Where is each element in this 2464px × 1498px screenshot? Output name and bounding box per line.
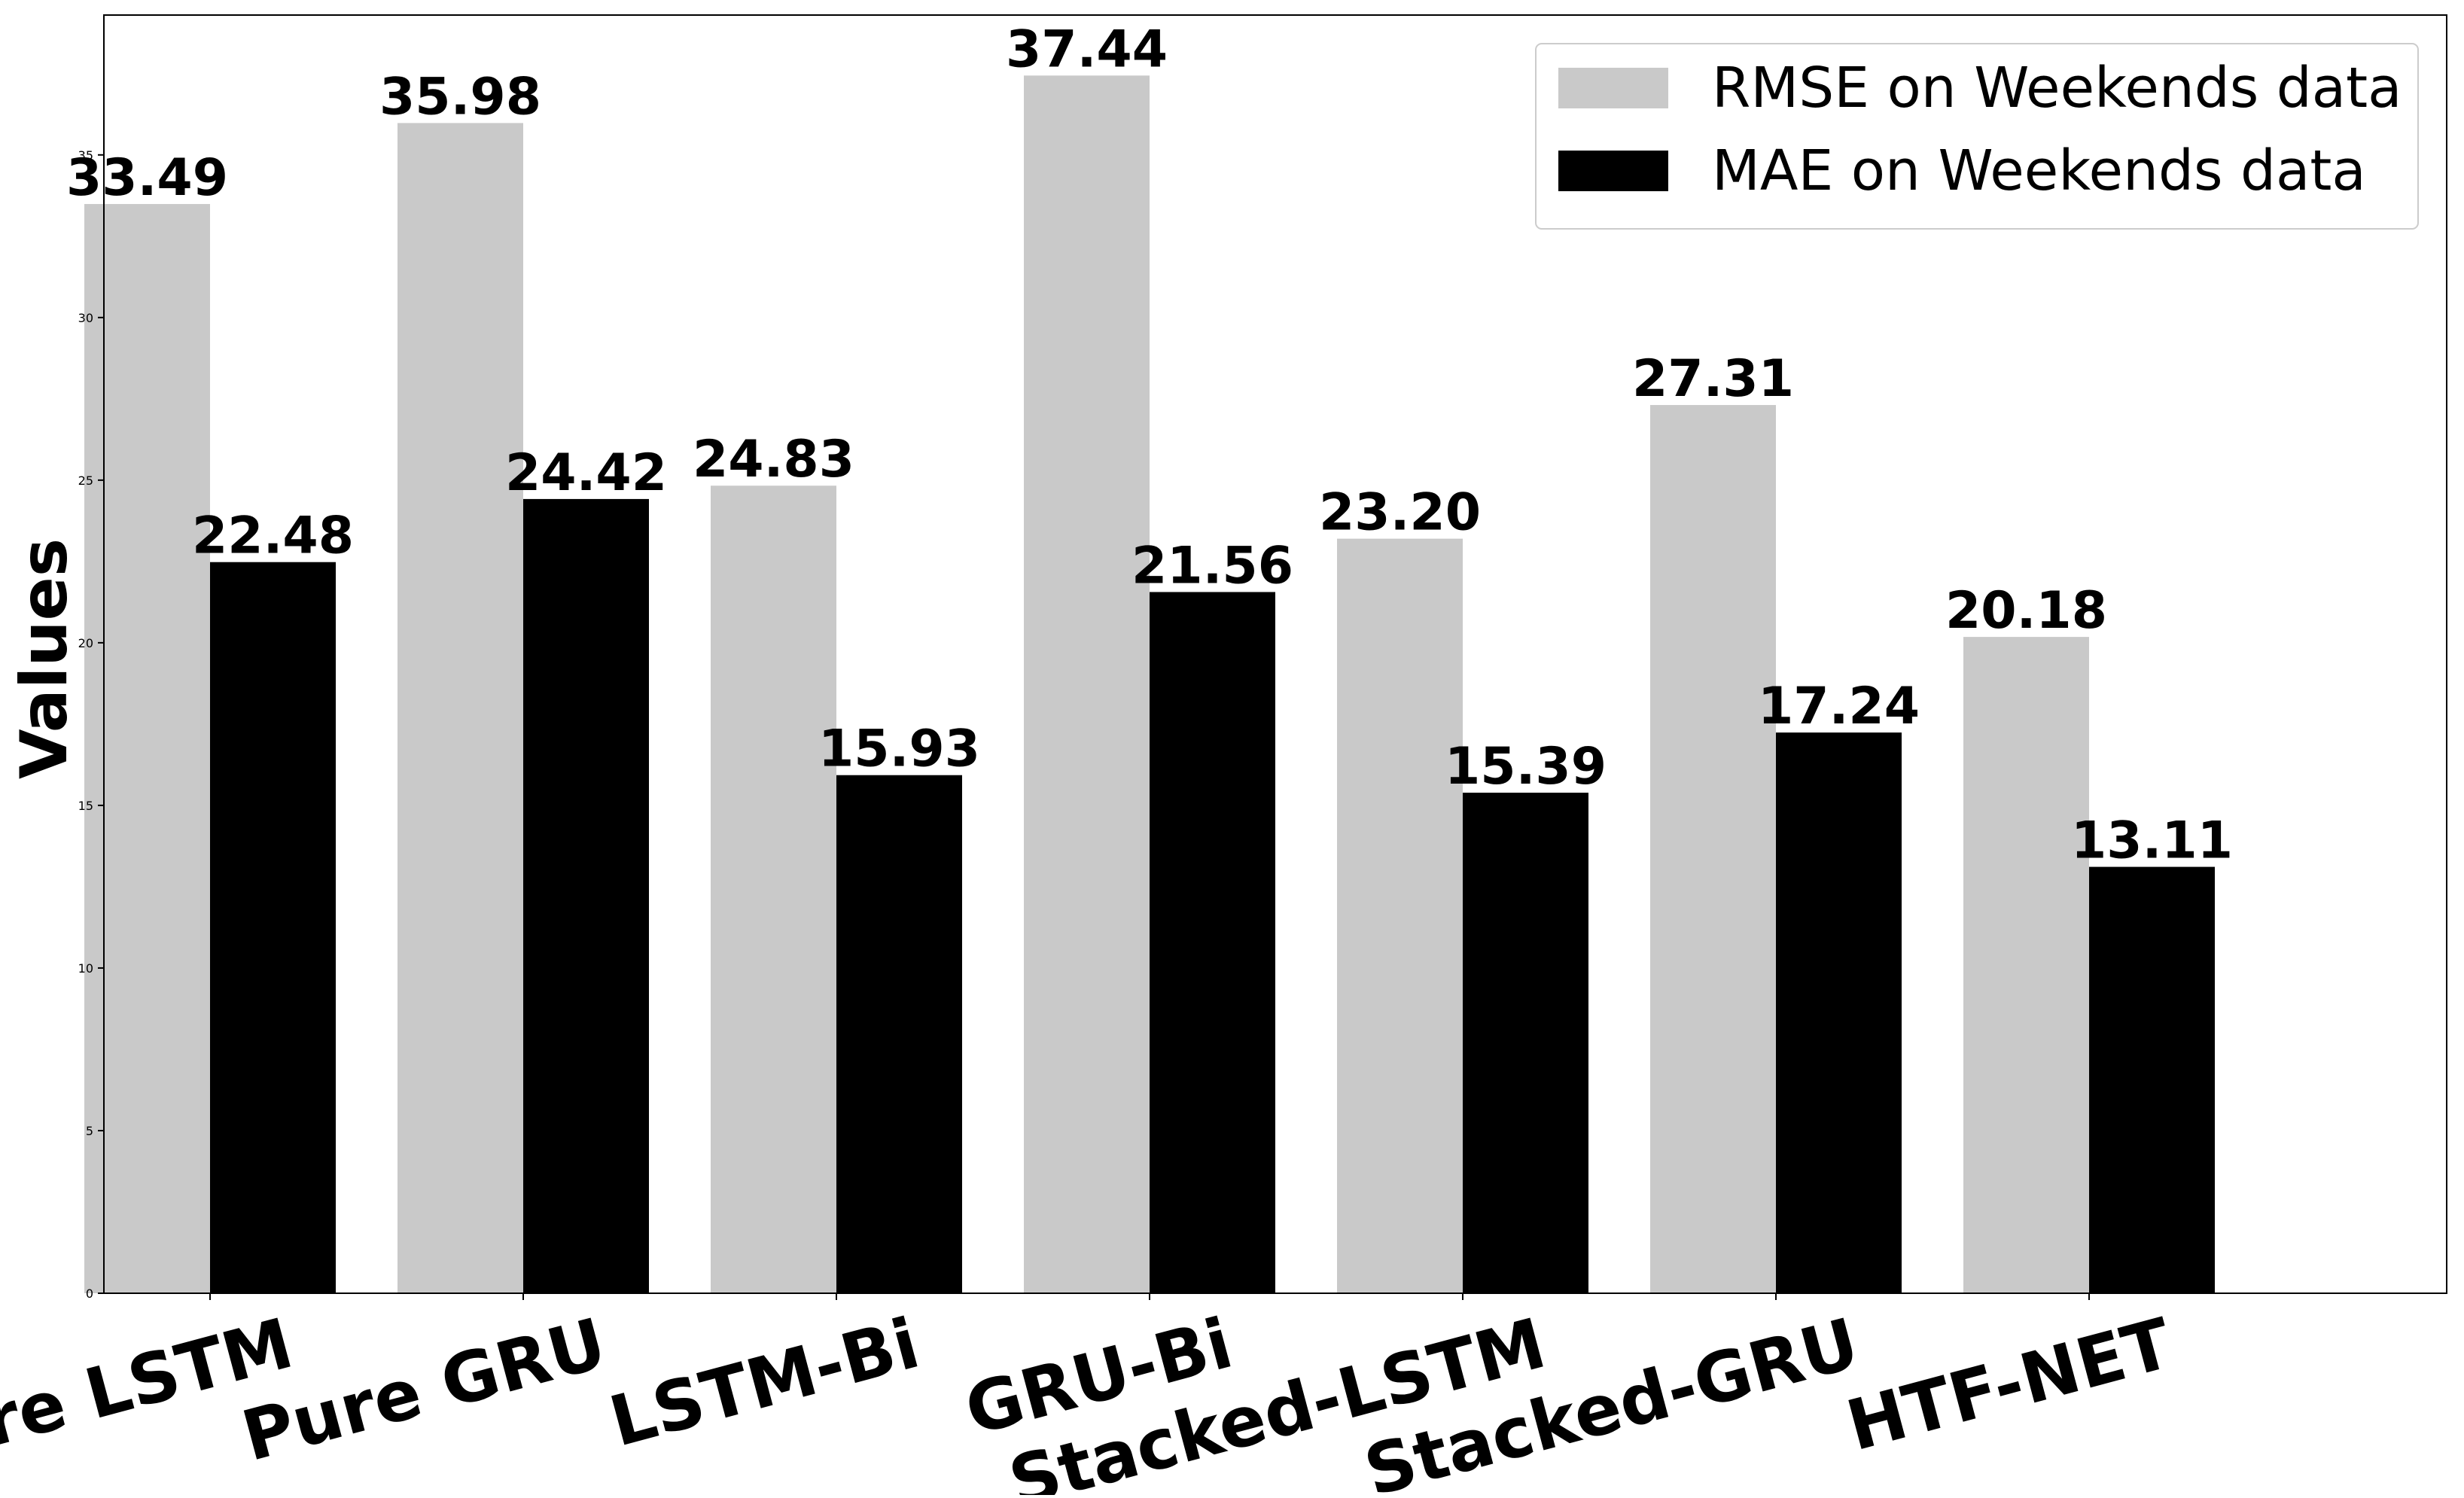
bar-value-label: 23.20: [1319, 483, 1481, 543]
bar-rmse-2: [711, 486, 836, 1293]
plot-frame: [103, 14, 2447, 1294]
bar-value-label: 24.83: [693, 430, 854, 489]
bar-mae-5: [1776, 732, 1902, 1293]
bar-value-label: 13.11: [2071, 811, 2233, 871]
bar-value-label: 17.24: [1758, 677, 1920, 736]
bar-value-label: 33.49: [66, 148, 228, 208]
y-tick-label: 15: [78, 799, 93, 813]
bar-mae-6: [2089, 866, 2215, 1293]
bar-rmse-0: [84, 204, 210, 1293]
bar-value-label: 37.44: [1006, 20, 1168, 79]
legend-label: RMSE on Weekends data: [1712, 56, 2402, 120]
y-tick-label: 20: [78, 636, 93, 650]
bar-mae-0: [210, 562, 336, 1293]
legend-label: MAE on Weekends data: [1712, 139, 2366, 203]
bar-mae-1: [523, 498, 649, 1293]
y-tick-label: 35: [78, 148, 93, 163]
legend-swatch: [1558, 68, 1668, 108]
bar-value-label: 20.18: [1945, 581, 2107, 641]
y-tick-label: 0: [86, 1286, 93, 1301]
legend-swatch: [1558, 151, 1668, 191]
y-tick-label: 25: [78, 473, 93, 488]
bar-rmse-5: [1650, 405, 1776, 1293]
bar-value-label: 35.98: [379, 67, 541, 126]
legend: RMSE on Weekends data MAE on Weekends dat…: [1535, 43, 2419, 230]
bar-rmse-3: [1024, 75, 1150, 1293]
bar-value-label: 15.39: [1445, 737, 1607, 796]
bar-mae-2: [836, 775, 962, 1293]
bar-rmse-4: [1337, 538, 1463, 1293]
bar-mae-4: [1463, 793, 1588, 1293]
y-axis-label: Values: [7, 538, 82, 779]
legend-box: [1535, 43, 2419, 230]
bar-rmse-1: [397, 123, 523, 1293]
y-tick-label: 10: [78, 961, 93, 976]
bar-mae-3: [1150, 592, 1275, 1293]
bar-value-label: 27.31: [1632, 349, 1794, 409]
y-tick-label: 30: [78, 311, 93, 325]
bar-value-label: 22.48: [192, 507, 354, 566]
plot-area: 33.49 22.48 35.98 24.42 24.83 15.93 37.44 21.56…: [66, 20, 2233, 1293]
bar-rmse-6: [1963, 637, 2089, 1293]
bar-value-label: 24.42: [505, 443, 667, 503]
bar-value-label: 15.93: [818, 720, 980, 779]
bar-value-label: 21.56: [1131, 536, 1293, 595]
y-tick-label: 5: [86, 1124, 93, 1138]
